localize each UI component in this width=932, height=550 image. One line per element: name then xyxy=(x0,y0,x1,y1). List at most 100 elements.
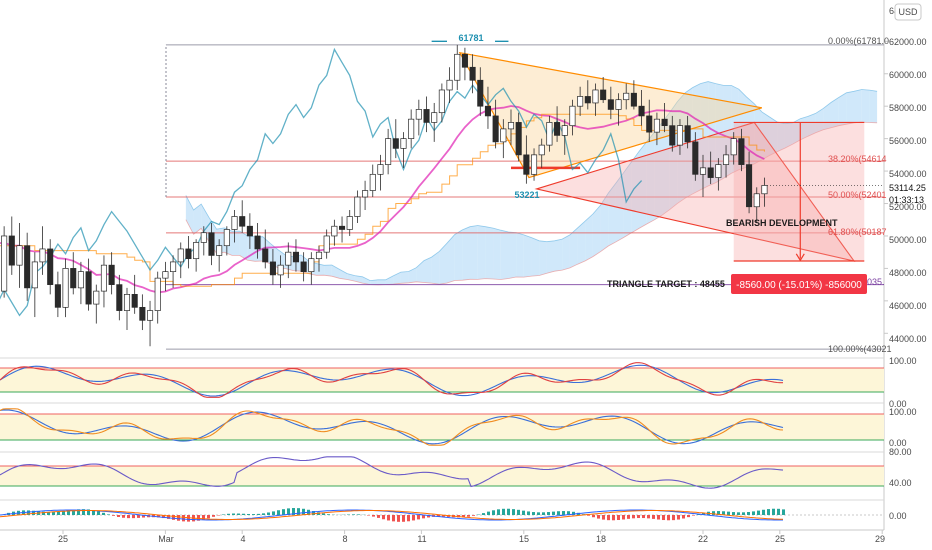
macd-hist-bar xyxy=(212,515,215,517)
candle-47 xyxy=(323,229,330,259)
macd-hist-bar xyxy=(712,511,715,515)
macd-hist-bar xyxy=(752,511,755,515)
macd-hist-bar xyxy=(422,515,425,519)
candle-body xyxy=(469,66,476,81)
macd-hist-bar xyxy=(77,509,80,515)
cloud-segment xyxy=(838,92,847,126)
cloud-span-a xyxy=(185,81,878,282)
fib-label-618: 61.80%(50187 xyxy=(828,227,887,237)
candle-body xyxy=(753,193,760,208)
macd-hist-bar xyxy=(352,514,355,515)
candle-body xyxy=(239,216,246,227)
cloud-segment xyxy=(377,279,386,285)
candle-100 xyxy=(730,132,737,165)
currency-badge[interactable] xyxy=(894,3,922,21)
candle-body xyxy=(746,164,753,208)
candle-39 xyxy=(262,229,269,269)
candle-body xyxy=(8,235,15,266)
macd-hist-bar xyxy=(482,513,485,515)
macd-hist-bar xyxy=(667,515,670,521)
candle-53 xyxy=(369,164,376,198)
macd-hist-bar xyxy=(57,511,60,515)
macd-hist-bar xyxy=(187,515,190,522)
cloud-segment xyxy=(508,231,517,279)
time-axis-labels: 25 Mar 4 8 11 15 18 22 25 29 xyxy=(58,534,885,544)
macd-hist-bar xyxy=(507,508,510,515)
lagging-span-line xyxy=(0,47,643,317)
candle-body xyxy=(177,248,184,263)
candle-33 xyxy=(216,239,223,272)
candle-body xyxy=(254,235,261,250)
cloud-segment xyxy=(500,230,509,280)
candle-11 xyxy=(47,239,54,295)
stoch1-level-100: 100.00 xyxy=(889,356,917,366)
cloud-segment xyxy=(185,195,194,235)
macd-hist-bar xyxy=(87,509,90,515)
candle-83 xyxy=(600,76,607,103)
macd-hist-bar xyxy=(92,510,95,515)
macd-hist-bar xyxy=(62,511,65,515)
macd-hist-bar xyxy=(437,515,440,517)
cloud-segment xyxy=(608,183,616,247)
macd-hist-bar xyxy=(762,509,765,515)
macd-hist-bar xyxy=(702,512,705,515)
macd-hist-bar xyxy=(662,515,665,521)
stoch2-line-k xyxy=(0,409,784,445)
candle-60 xyxy=(423,96,430,133)
candle-31 xyxy=(200,226,207,256)
macd-hist-bar xyxy=(127,515,130,519)
macd-hist-bar xyxy=(567,511,570,515)
cloud-segment xyxy=(400,271,409,284)
candle-64 xyxy=(454,44,461,90)
macd-hist-bar xyxy=(722,511,725,515)
candle-body xyxy=(339,225,346,230)
time-axis[interactable] xyxy=(62,530,883,534)
candle-70 xyxy=(500,119,507,159)
price-axis[interactable] xyxy=(884,40,888,334)
macd-hist-bar xyxy=(182,515,185,522)
candle-body xyxy=(431,112,438,123)
macd-hist-bar xyxy=(232,513,235,515)
oscillator-panes xyxy=(0,362,884,522)
macd-hist-bar xyxy=(132,515,135,519)
candle-body xyxy=(730,138,737,156)
candle-93 xyxy=(676,119,683,155)
macd-hist-bar xyxy=(177,515,180,521)
candle-body xyxy=(216,245,223,256)
price-tick-46000: 46000.00 xyxy=(889,301,927,311)
macd-hist-bar xyxy=(657,515,660,520)
candle-body xyxy=(438,89,445,114)
low-label: 53221 xyxy=(514,190,539,200)
candle-101 xyxy=(738,128,745,172)
macd-hist-bar xyxy=(497,509,500,515)
high-label-bg xyxy=(447,32,495,44)
cloud-segment xyxy=(600,193,609,252)
candle-body xyxy=(385,138,392,165)
candle-85 xyxy=(615,93,622,126)
candles xyxy=(1,44,768,347)
date-tick-15: 15 xyxy=(519,534,529,544)
candle-80 xyxy=(577,86,584,116)
macd-hist-bar xyxy=(157,515,160,518)
macd-hist-bar xyxy=(372,515,375,517)
candle-body xyxy=(592,89,599,104)
macd-hist-bar xyxy=(257,513,260,515)
date-tick-29: 29 xyxy=(875,534,885,544)
candle-28 xyxy=(177,242,184,279)
candle-94 xyxy=(684,115,691,149)
macd-signal-line xyxy=(0,510,784,520)
candle-body xyxy=(477,79,484,107)
macd-hist-bar xyxy=(267,512,270,515)
macd-hist-bar xyxy=(612,515,615,521)
macd-hist-bar xyxy=(562,511,565,515)
candle-63 xyxy=(446,67,453,103)
candle-16 xyxy=(85,258,92,311)
candle-41 xyxy=(277,255,284,288)
macd-hist-bar xyxy=(162,515,165,519)
candle-82 xyxy=(592,83,599,116)
candle-body xyxy=(331,225,338,237)
cloud-segment xyxy=(754,103,762,164)
cloud-segment xyxy=(592,205,601,257)
macd-hist-bar xyxy=(502,508,505,515)
